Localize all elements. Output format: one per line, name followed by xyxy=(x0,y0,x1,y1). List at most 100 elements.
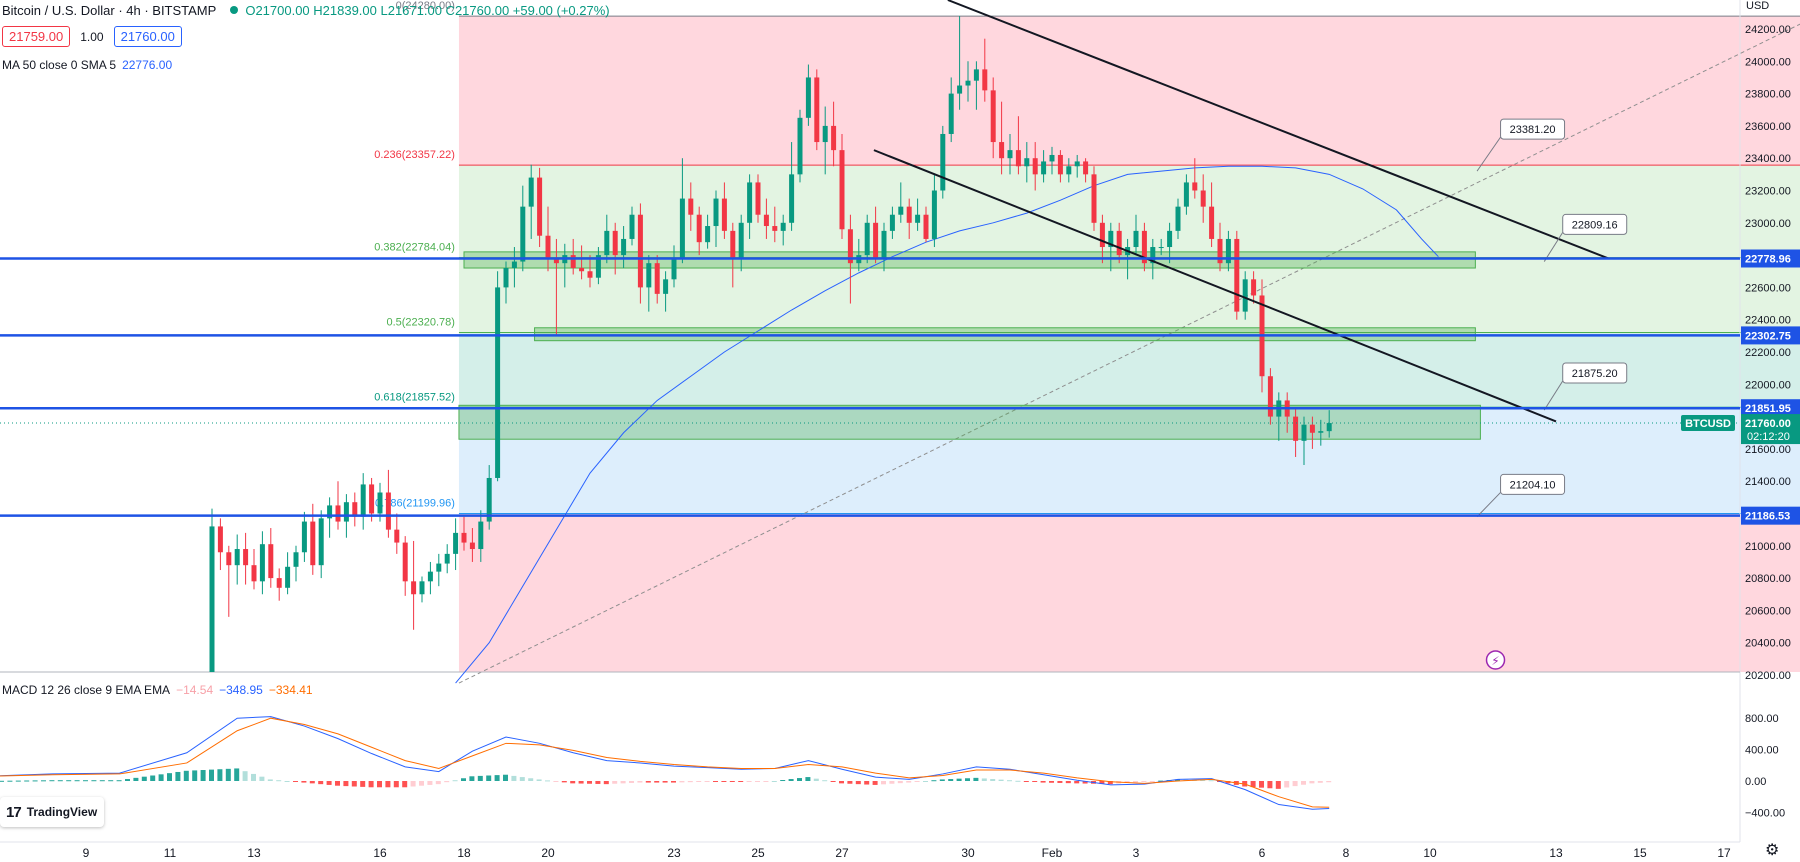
callout-box xyxy=(1500,473,1566,495)
candle-body xyxy=(1158,247,1164,249)
gear-icon[interactable]: ⚙ xyxy=(1765,842,1780,859)
candle-body xyxy=(352,502,358,517)
tradingview-logo[interactable]: 17 TradingView xyxy=(0,797,104,827)
macd-line xyxy=(0,716,1330,810)
macd-legend[interactable]: MACD 12 26 close 9 EMA EMA −14.54 −348.95−… xyxy=(2,683,313,697)
candle xyxy=(629,206,635,246)
candle xyxy=(369,477,375,522)
candle-body xyxy=(915,214,921,223)
candle-body xyxy=(251,565,257,582)
macd-histogram-bar xyxy=(326,781,332,785)
candle xyxy=(1225,230,1231,272)
macd-histogram-bar xyxy=(385,781,391,788)
macd-histogram-bar xyxy=(183,770,189,781)
currency-label[interactable]: USD xyxy=(1746,0,1770,12)
price-tick-label: 23800.00 xyxy=(1745,89,1791,101)
macd-histogram-bar xyxy=(1175,779,1180,781)
macd-histogram-bar xyxy=(906,781,912,783)
symbol-price-tag-box xyxy=(1681,415,1735,432)
macd-tick-label: 0.00 xyxy=(1745,776,1766,788)
macd-histogram-bar xyxy=(637,781,643,783)
macd-histogram-bar xyxy=(771,781,777,782)
horizontal-levels[interactable] xyxy=(0,257,1740,517)
macd-histogram-bar xyxy=(301,781,307,783)
macd-histogram-bar xyxy=(150,775,156,781)
macd-histogram-bar xyxy=(108,780,114,782)
trendline-drawings[interactable]: 23381.20 22809.16 21875.20 21204.10 ⚡ xyxy=(873,0,1628,670)
symbol-title[interactable]: Bitcoin / U.S. Dollar · 4h · BITSTAMP xyxy=(2,3,217,18)
candle-body xyxy=(1091,174,1097,223)
symbol-legend[interactable]: Bitcoin / U.S. Dollar · 4h · BITSTAMP O2… xyxy=(2,3,610,18)
spread-value: 1.00 xyxy=(80,29,104,44)
candle xyxy=(705,214,711,249)
candle-body xyxy=(1083,161,1089,175)
macd-histogram-bar xyxy=(746,781,752,782)
macd-pane xyxy=(0,716,1332,810)
macd-histogram-bar xyxy=(570,781,576,784)
macd-tick-label: 400.00 xyxy=(1745,745,1779,757)
macd-histogram-bar xyxy=(948,779,954,781)
callout-pointer xyxy=(1543,380,1564,411)
candle xyxy=(831,101,837,167)
candle-body xyxy=(402,542,408,582)
tradingview-logo-text: TradingView xyxy=(26,805,98,819)
macd-histogram-bar xyxy=(1124,781,1130,783)
macd-histogram-bar xyxy=(444,781,450,783)
candle-body xyxy=(285,566,291,588)
candle xyxy=(1301,416,1307,466)
macd-histogram-bar xyxy=(251,773,256,781)
candle xyxy=(805,64,811,126)
macd-histogram-bar xyxy=(1049,781,1054,783)
macd-histogram-bar xyxy=(1065,781,1071,784)
macd-histogram-bar xyxy=(603,781,609,785)
macd-histogram-bar xyxy=(553,781,559,782)
price-tick-label: 20600.00 xyxy=(1745,605,1791,617)
macd-histogram-bar xyxy=(267,779,273,781)
macd-histogram-bar xyxy=(41,780,46,782)
candle xyxy=(486,465,492,530)
candle-body xyxy=(327,505,333,519)
macd-tick-label: 800.00 xyxy=(1745,713,1779,725)
candle xyxy=(931,174,937,248)
candle-body xyxy=(226,552,232,566)
candle xyxy=(1091,166,1097,231)
candle-body xyxy=(923,214,929,239)
candle-body xyxy=(696,214,702,243)
ma-legend[interactable]: MA 50 close 0 SMA 5 22776.00 xyxy=(2,58,172,72)
chart-legend: Bitcoin / U.S. Dollar · 4h · BITSTAMP O2… xyxy=(0,0,1700,72)
macd-histogram-bar xyxy=(965,778,970,781)
candle xyxy=(713,190,719,248)
candle-body xyxy=(688,198,694,215)
candle xyxy=(973,61,979,110)
candle-body xyxy=(721,198,727,231)
candle xyxy=(301,511,307,562)
candle-body xyxy=(243,549,249,566)
macd-histogram-bar xyxy=(536,779,542,781)
candle xyxy=(730,222,736,288)
candle xyxy=(234,534,240,585)
candle-body xyxy=(839,150,845,230)
sell-button[interactable]: 21759.00 xyxy=(2,26,71,47)
callout-pointer xyxy=(1476,492,1501,518)
descending-trendline-lower xyxy=(873,149,1557,423)
time-axis[interactable]: 9111316182023252730Feb3681013151719 xyxy=(83,846,1800,860)
candle-body xyxy=(537,177,543,236)
macd-histogram-bar xyxy=(1057,781,1063,783)
buy-button[interactable]: 21760.00 xyxy=(113,26,182,47)
time-tick-label: 16 xyxy=(373,846,387,860)
macd-histogram-bar xyxy=(797,778,802,781)
candlestick-series xyxy=(209,16,1332,672)
candle-body xyxy=(646,263,652,288)
candle-body xyxy=(511,261,517,269)
candle xyxy=(453,518,459,571)
fib-level-label: 0.382(22784.04) xyxy=(374,242,455,254)
candle xyxy=(679,158,685,264)
level-price-tag-box xyxy=(1741,326,1800,345)
macd-histogram-bar xyxy=(1275,781,1281,789)
macd-histogram-bar xyxy=(293,781,298,782)
macd-histogram-bar xyxy=(1259,781,1264,788)
fibonacci-retracement[interactable]: 0(24280.00) 0.236(23357.22) 0.382(22784.04… xyxy=(374,0,1800,684)
candle-body xyxy=(789,174,795,223)
price-axis[interactable]: 24200.00 24000.00 23800.00 23600.00 23400.00… xyxy=(1681,24,1800,819)
